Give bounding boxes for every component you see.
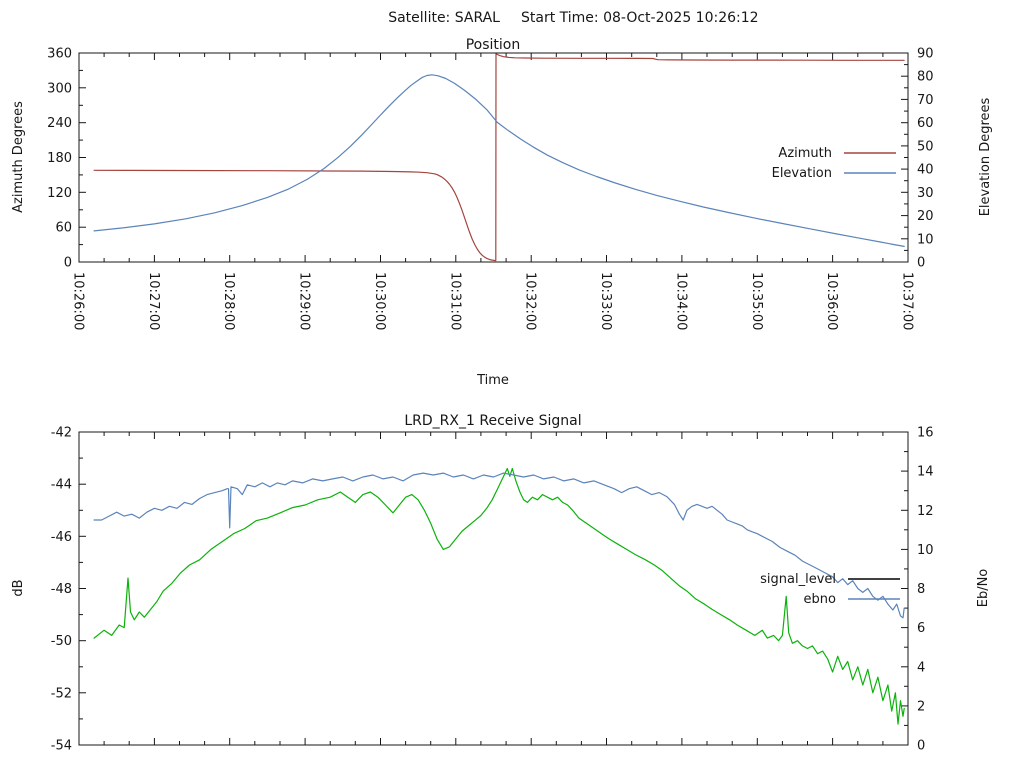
y-tick-label: -46: [51, 530, 72, 545]
y-tick-label: 30: [917, 186, 934, 201]
y-tick-label: 14: [917, 465, 934, 480]
receive-signal-plot-border: [78, 431, 909, 746]
figure-header: Satellite: SARAL Start Time: 08-Oct-2025…: [388, 10, 758, 26]
y-tick-label: 40: [917, 163, 934, 178]
y-tick-label: 60: [55, 221, 72, 236]
legend-label-signal-level: signal_level: [760, 572, 836, 587]
legend-label-elevation: Elevation: [772, 166, 832, 181]
y-tick-label: 240: [47, 116, 72, 131]
x-tick-label: 10:30:00: [372, 272, 387, 330]
y-tick-label: 300: [47, 81, 72, 96]
y-tick-label: 60: [917, 116, 934, 131]
db-axis-label: dB: [11, 579, 26, 596]
y-tick-label: 0: [64, 256, 72, 271]
y-tick-label: 0: [917, 739, 925, 754]
x-tick-label: 10:36:00: [824, 272, 839, 330]
y-tick-label: 10: [917, 232, 934, 247]
y-tick-label: 2: [917, 699, 925, 714]
y-tick-label: 0: [917, 256, 925, 271]
azimuth-axis-label: Azimuth Degrees: [11, 101, 26, 213]
y-tick-label: -50: [51, 634, 72, 649]
y-tick-label: 80: [917, 70, 934, 85]
x-tick-label: 10:35:00: [749, 272, 764, 330]
series-azimuth: [93, 52, 905, 262]
y-tick-label: 12: [917, 504, 934, 519]
x-tick-label: 10:33:00: [598, 272, 613, 330]
y-tick-label: 6: [917, 621, 925, 636]
position-axes: 10:26:00 10:27:00 10:28:00 10:29:00 10:30:00…: [47, 47, 933, 331]
receive-signal-axes: -54 -52 -50 -48 -46 -44 -42 0 2 4 6 8 10 12 14 16: [51, 426, 934, 754]
y-tick-label: 180: [47, 151, 72, 166]
position-chart: Position Azimuth Degrees Elevation Degre…: [11, 37, 993, 388]
y-tick-label: 360: [47, 47, 72, 62]
x-tick-label: 10:26:00: [71, 272, 86, 330]
series-ebno: [93, 472, 905, 619]
y-tick-label: -42: [51, 426, 72, 441]
y-tick-label: -52: [51, 686, 72, 701]
position-plot-border: [78, 52, 909, 263]
series-signal_level: [93, 467, 905, 725]
x-tick-label: 10:37:00: [900, 272, 915, 330]
x-tick-label: 10:31:00: [447, 272, 462, 330]
x-tick-label: 10:27:00: [146, 272, 161, 330]
y-tick-label: 4: [917, 660, 925, 675]
legend-label-azimuth: Azimuth: [778, 146, 832, 161]
x-tick-label: 10:28:00: [221, 272, 236, 330]
start-time-label: Start Time: 08-Oct-2025 10:26:12: [521, 10, 759, 26]
x-tick-label: 10:32:00: [523, 272, 538, 330]
y-tick-label: 120: [47, 186, 72, 201]
legend-label-ebno: ebno: [804, 592, 836, 607]
x-tick-label: 10:34:00: [673, 272, 688, 330]
y-tick-label: 50: [917, 139, 934, 154]
elevation-axis-label: Elevation Degrees: [978, 97, 993, 216]
y-tick-label: -44: [51, 478, 72, 493]
receive-signal-legend: signal_level ebno: [760, 572, 900, 607]
time-axis-label: Time: [476, 373, 509, 388]
y-tick-label: -54: [51, 739, 72, 754]
series-elevation: [93, 74, 905, 247]
position-legend: Azimuth Elevation: [772, 146, 896, 181]
y-tick-label: 20: [917, 209, 934, 224]
y-tick-label: 10: [917, 543, 934, 558]
position-series-layer: [93, 52, 905, 262]
y-tick-label: 8: [917, 582, 925, 597]
y-tick-label: 16: [917, 426, 934, 441]
y-tick-label: 90: [917, 47, 934, 62]
x-tick-label: 10:29:00: [297, 272, 312, 330]
receive-signal-series-layer: [93, 467, 905, 725]
position-chart-title: Position: [466, 37, 521, 53]
ebno-axis-label: Eb/No: [976, 569, 991, 608]
receive-signal-chart-title: LRD_RX_1 Receive Signal: [404, 413, 581, 429]
satellite-label: Satellite: SARAL: [388, 10, 500, 26]
y-tick-label: 70: [917, 93, 934, 108]
receive-signal-chart: LRD_RX_1 Receive Signal dB Eb/No -54-52-…: [11, 413, 991, 754]
y-tick-label: -48: [51, 582, 72, 597]
